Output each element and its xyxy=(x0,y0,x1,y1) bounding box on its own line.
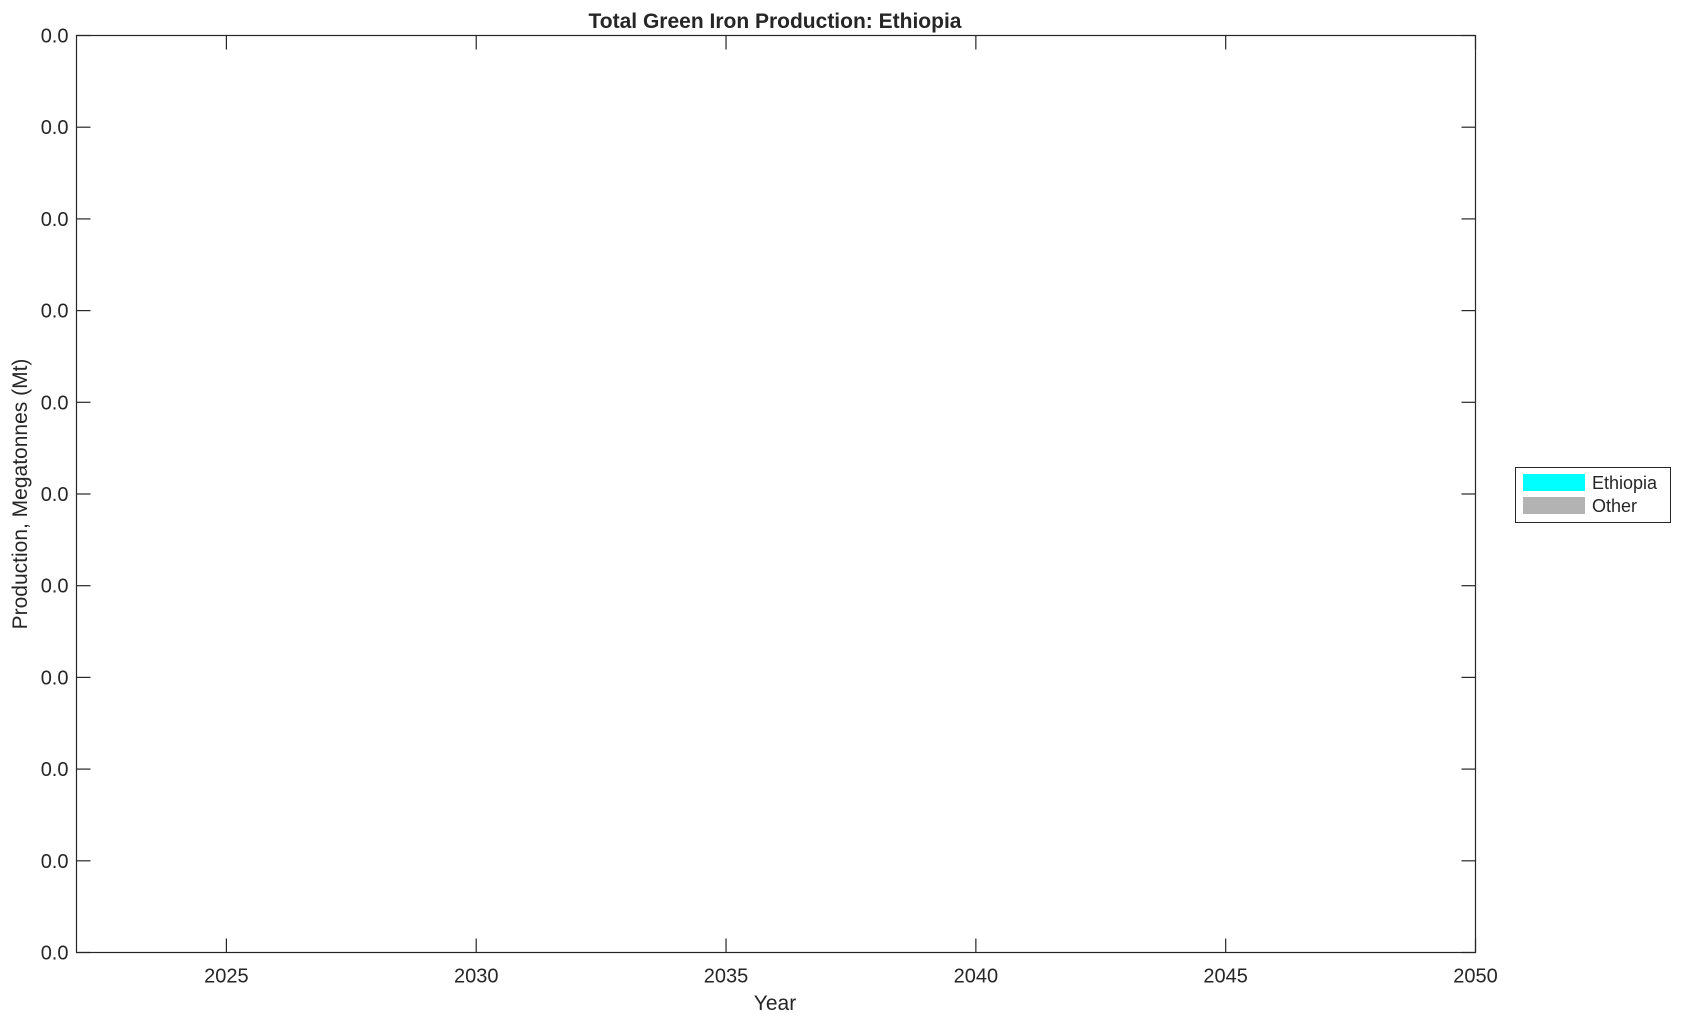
y-tick-label: 0.0 xyxy=(41,943,69,965)
x-tick-label: 2035 xyxy=(704,966,749,988)
y-tick-label: 0.0 xyxy=(41,392,69,414)
x-tick-label: 2025 xyxy=(204,966,249,988)
x-axis-label: Year xyxy=(754,992,796,1015)
y-tick-label: 0.0 xyxy=(41,576,69,598)
x-tick-label: 2050 xyxy=(1453,966,1498,988)
y-tick-label: 0.0 xyxy=(41,759,69,781)
legend-label-ethiopia: Ethiopia xyxy=(1592,473,1658,493)
legend-swatch-ethiopia xyxy=(1523,474,1585,491)
y-axis-label: Production, Megatonnes (Mt) xyxy=(9,359,32,630)
x-tick-label: 2030 xyxy=(454,966,499,988)
legend-label-other: Other xyxy=(1592,496,1637,516)
y-tick-label: 0.0 xyxy=(41,26,69,48)
x-tick-label: 2040 xyxy=(954,966,999,988)
x-tick-label: 2045 xyxy=(1203,966,1248,988)
y-tick-label: 0.0 xyxy=(41,667,69,689)
y-tick-label: 0.0 xyxy=(41,209,69,231)
y-tick-label: 0.0 xyxy=(41,851,69,873)
y-tick-label: 0.0 xyxy=(41,484,69,506)
chart-title: Total Green Iron Production: Ethiopia xyxy=(589,10,962,33)
y-tick-label: 0.0 xyxy=(41,117,69,139)
legend: Ethiopia Other xyxy=(1515,467,1671,523)
legend-swatch-other xyxy=(1523,497,1585,514)
y-tick-label: 0.0 xyxy=(41,301,69,323)
plot-area xyxy=(75,34,1477,954)
